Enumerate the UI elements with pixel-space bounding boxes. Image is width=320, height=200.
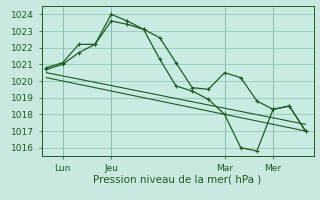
X-axis label: Pression niveau de la mer( hPa ): Pression niveau de la mer( hPa ) <box>93 174 262 184</box>
